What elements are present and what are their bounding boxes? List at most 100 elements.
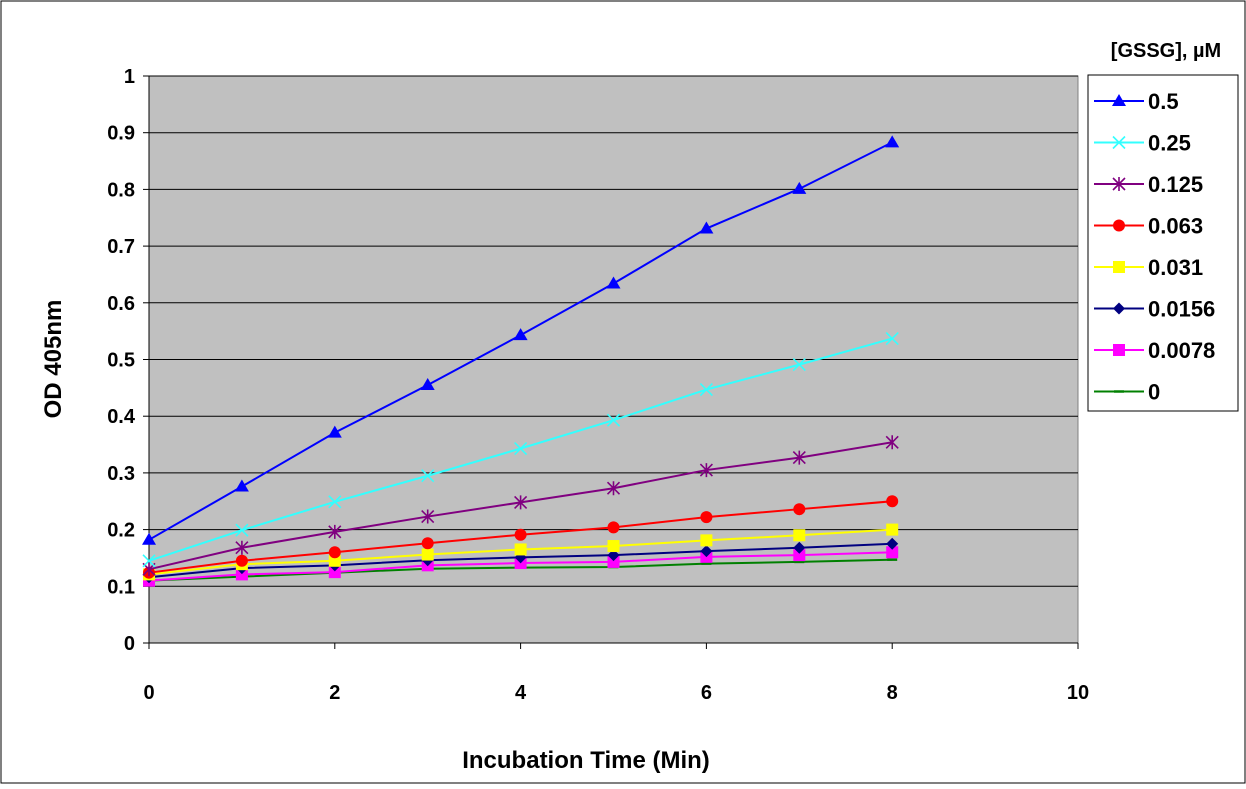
data-point bbox=[886, 495, 899, 508]
legend-label: 0.5 bbox=[1148, 89, 1179, 114]
data-point bbox=[328, 566, 341, 579]
data-point bbox=[607, 540, 620, 553]
data-point bbox=[885, 331, 899, 346]
data-point bbox=[792, 181, 807, 194]
x-tick-label: 0 bbox=[143, 682, 154, 704]
y-tick-labels: 0 0.1 0.2 0.3 0.4 0.5 0.6 0.7 0.8 0.9 1 bbox=[107, 66, 136, 655]
series-0.5 bbox=[142, 135, 900, 545]
legend-marker bbox=[1113, 219, 1125, 232]
data-point bbox=[235, 554, 248, 567]
data-point bbox=[514, 495, 528, 510]
legend-entry: 0.031 bbox=[1094, 255, 1203, 280]
data-point bbox=[142, 554, 156, 568]
data-point bbox=[886, 537, 899, 550]
legend-entry: 0 bbox=[1094, 380, 1160, 405]
data-point bbox=[700, 511, 713, 524]
data-point bbox=[421, 548, 434, 561]
data-point bbox=[328, 546, 341, 559]
series-0.25 bbox=[142, 331, 899, 568]
y-tick-label: 0.3 bbox=[107, 463, 135, 485]
data-point bbox=[328, 554, 341, 567]
data-point bbox=[606, 481, 621, 496]
legend-entry: 0.0156 bbox=[1094, 297, 1215, 322]
legend-label: 0.0156 bbox=[1148, 297, 1215, 322]
x-tick-label: 10 bbox=[1067, 682, 1089, 704]
data-point bbox=[793, 541, 806, 554]
y-tick-label: 0.4 bbox=[107, 406, 136, 428]
data-point bbox=[514, 528, 527, 541]
legend-marker bbox=[1112, 135, 1126, 150]
data-point bbox=[792, 450, 806, 465]
y-tick-label: 1 bbox=[124, 66, 135, 88]
data-point bbox=[421, 469, 435, 483]
x-tick-label: 6 bbox=[701, 682, 712, 704]
data-point bbox=[793, 503, 806, 516]
legend-label: 0 bbox=[1148, 380, 1160, 405]
series-0.063 bbox=[143, 495, 899, 579]
data-point bbox=[606, 413, 621, 427]
legend-marker bbox=[1112, 94, 1126, 106]
axes bbox=[143, 75, 1079, 649]
data-point bbox=[886, 546, 899, 559]
x-tick-label: 8 bbox=[887, 682, 898, 704]
legend-marker bbox=[1113, 302, 1125, 315]
y-tick-label: 0.7 bbox=[107, 236, 135, 258]
data-point bbox=[514, 441, 528, 456]
data-point bbox=[607, 521, 620, 534]
data-point bbox=[234, 479, 249, 492]
legend-label: 0.125 bbox=[1148, 172, 1203, 197]
legend-marker bbox=[1113, 261, 1125, 273]
data-point bbox=[235, 568, 248, 581]
data-point bbox=[142, 532, 156, 545]
data-point bbox=[607, 549, 620, 562]
y-tick-label: 0.6 bbox=[107, 293, 135, 315]
data-point bbox=[606, 276, 621, 289]
data-point bbox=[420, 378, 435, 391]
data-point bbox=[421, 537, 434, 550]
legend-label: 0.0078 bbox=[1148, 338, 1215, 363]
data-point bbox=[699, 221, 714, 234]
legend-marker bbox=[1112, 177, 1126, 191]
legend-entry: 0.125 bbox=[1094, 172, 1203, 197]
data-point bbox=[885, 435, 899, 450]
data-point bbox=[235, 523, 249, 537]
data-point bbox=[327, 425, 342, 438]
data-point bbox=[885, 135, 900, 148]
legend-title: [GSSG], µM bbox=[1111, 40, 1221, 62]
legend-label: 0.063 bbox=[1148, 214, 1203, 239]
data-point bbox=[421, 509, 435, 524]
y-tick-label: 0.8 bbox=[107, 179, 135, 201]
y-tick-label: 0.1 bbox=[107, 576, 135, 598]
series-0.125 bbox=[142, 435, 899, 577]
data-point bbox=[607, 555, 620, 568]
data-point bbox=[235, 540, 249, 555]
data-point bbox=[328, 524, 342, 539]
data-point bbox=[513, 328, 528, 341]
legend: 0.5 0.25 0.125 0.063 0.031 0.0156 0.0078 0 bbox=[1087, 74, 1239, 412]
y-tick-label: 0.5 bbox=[107, 350, 135, 372]
data-point bbox=[514, 543, 527, 556]
y-axis-title: OD 405nm bbox=[40, 300, 67, 419]
legend-entry: 0.25 bbox=[1094, 131, 1191, 156]
data-point bbox=[793, 529, 806, 542]
data-point bbox=[700, 534, 713, 547]
x-tick-label: 2 bbox=[329, 682, 340, 704]
legend-entry: 0.0078 bbox=[1094, 338, 1215, 363]
data-point bbox=[699, 463, 713, 478]
y-tick-label: 0.2 bbox=[107, 520, 135, 542]
data-point bbox=[328, 495, 342, 509]
x-tick-labels: 0 2 4 6 8 10 bbox=[143, 682, 1089, 704]
data-point bbox=[792, 358, 806, 372]
legend-label: 0.25 bbox=[1148, 131, 1191, 156]
data-point bbox=[699, 382, 713, 397]
y-tick-label: 0.9 bbox=[107, 123, 135, 145]
series-group bbox=[142, 135, 900, 587]
data-point bbox=[886, 523, 899, 536]
legend-marker bbox=[1113, 344, 1125, 356]
data-point bbox=[793, 549, 806, 562]
y-tick-label: 0 bbox=[124, 633, 135, 655]
legend-entry: 0.5 bbox=[1094, 89, 1179, 114]
x-axis-title: Incubation Time (Min) bbox=[462, 747, 710, 774]
